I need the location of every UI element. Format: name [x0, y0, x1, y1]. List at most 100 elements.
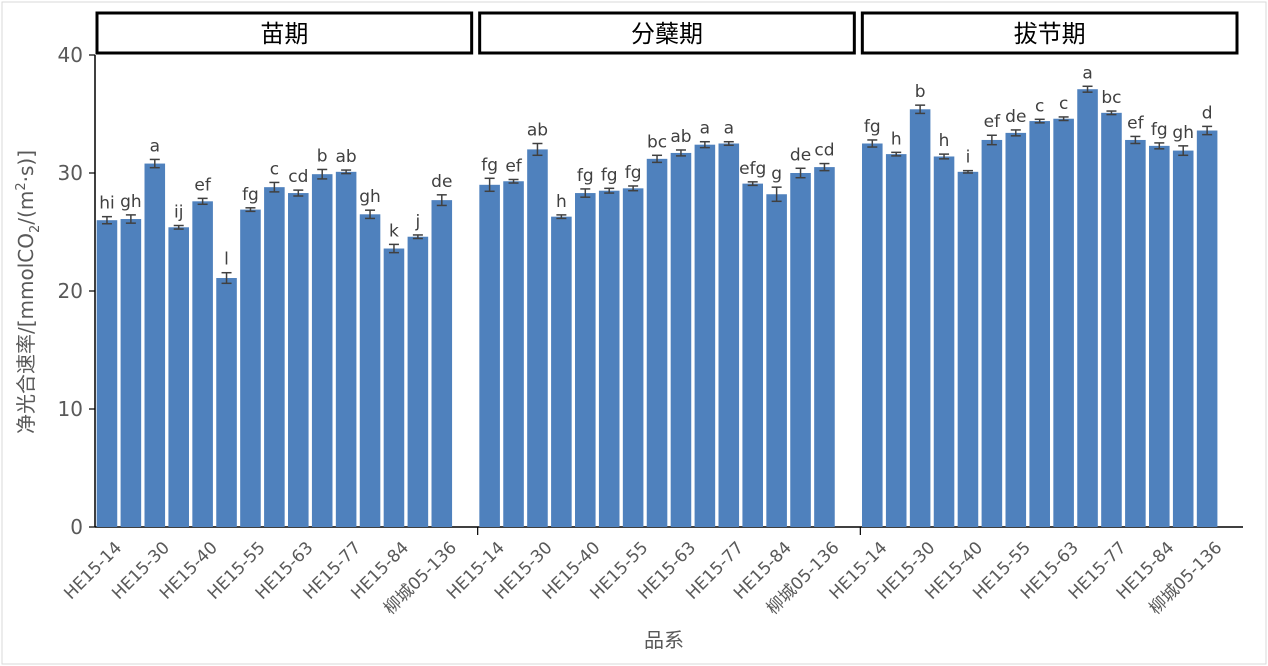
- significance-letter: bc: [647, 132, 667, 152]
- significance-letter: ab: [336, 147, 357, 167]
- bar: [933, 156, 955, 528]
- panel-title-box: [478, 11, 856, 55]
- significance-letter: fg: [242, 185, 259, 205]
- bar: [909, 109, 931, 527]
- significance-letter: fg: [577, 166, 594, 186]
- significance-letter: ef: [505, 156, 522, 176]
- panel-titles: 苗期 分蘖期 拔节期: [95, 11, 1239, 55]
- bar: [790, 173, 811, 527]
- y-tick-label: 40: [58, 43, 83, 67]
- significance-letter: a: [150, 136, 160, 156]
- significance-letter: ab: [527, 121, 548, 141]
- bars: [96, 89, 1218, 528]
- significance-letter: ab: [670, 127, 691, 147]
- bar: [670, 152, 692, 527]
- bar: [168, 227, 189, 527]
- bar: [383, 248, 405, 527]
- significance-letter: cd: [814, 141, 834, 161]
- bar: [742, 183, 763, 527]
- significance-letter: g: [771, 164, 782, 184]
- significance-letter: gh: [1172, 123, 1194, 143]
- significance-letter: de: [1005, 107, 1026, 127]
- y-axis-label-subscript: 2: [28, 225, 43, 233]
- significance-letter: fg: [1151, 120, 1168, 140]
- significance-letter: gh: [359, 187, 381, 207]
- bar: [407, 236, 429, 527]
- bar: [311, 174, 333, 527]
- bar: [503, 181, 524, 527]
- significance-letter: ef: [194, 175, 211, 195]
- bar: [288, 193, 309, 527]
- x-axis-label: 品系: [644, 628, 684, 652]
- y-axis-label: 净光合速率/[mmolCO2/(m2·s)]: [14, 150, 43, 434]
- panel-title: 苗期: [260, 20, 308, 48]
- bar: [120, 219, 142, 527]
- y-axis-label-part: /(m: [14, 191, 38, 225]
- bar: [1029, 121, 1050, 527]
- y-axis-label-superscript: 2: [14, 182, 29, 190]
- panel-title: 拔节期: [1014, 20, 1086, 48]
- significance-letter: a: [700, 119, 710, 139]
- bar: [240, 209, 261, 527]
- significance-letter: i: [966, 148, 971, 168]
- bar: [264, 187, 285, 527]
- significance-letter: h: [891, 129, 902, 149]
- bar: [814, 167, 835, 527]
- bar: [144, 163, 166, 527]
- significance-letter: b: [915, 82, 926, 102]
- y-axis: 0 10 20 30 40: [58, 43, 1243, 539]
- significance-letter: bc: [1101, 88, 1121, 108]
- bar: [575, 193, 596, 527]
- significance-letter: fg: [481, 155, 498, 175]
- significance-letter: c: [1035, 96, 1044, 116]
- bar: [96, 220, 118, 527]
- bar: [957, 171, 979, 527]
- bar: [1125, 139, 1146, 527]
- bar: [359, 214, 381, 528]
- significance-letter: c: [1059, 94, 1068, 114]
- bar: [335, 171, 357, 527]
- error-bars: [101, 85, 1213, 285]
- bar: [1005, 132, 1027, 527]
- y-tick-label: 30: [58, 161, 83, 185]
- significance-letter: efg: [739, 159, 766, 179]
- significance-letter: j: [415, 212, 421, 232]
- y-axis-label-part: 净光合速率/[mmolCO: [14, 233, 38, 434]
- significance-letter: a: [1082, 63, 1092, 83]
- y-tick-label: 20: [58, 279, 83, 303]
- bar: [622, 188, 644, 527]
- significance-letter: c: [270, 159, 279, 179]
- significance-letter: de: [790, 145, 811, 165]
- y-tick-label: 10: [58, 397, 83, 421]
- bar: [694, 144, 716, 527]
- bar: [1149, 145, 1170, 528]
- panel-title: 分蘖期: [631, 20, 703, 48]
- bar: [192, 201, 213, 527]
- significance-letter: ef: [1127, 113, 1144, 133]
- significance-letter: ef: [984, 112, 1001, 132]
- bar: [885, 154, 907, 527]
- significance-letter: gh: [120, 192, 142, 212]
- bar: [551, 216, 572, 527]
- bar: [766, 194, 787, 528]
- significance-letter: hi: [99, 194, 115, 214]
- bar: [981, 139, 1003, 527]
- y-axis-label-part: ·s)]: [14, 150, 38, 182]
- significance-letter: fg: [601, 165, 618, 185]
- significance-letter: h: [939, 131, 950, 151]
- bar: [1196, 130, 1218, 527]
- significance-letter: de: [431, 172, 452, 192]
- significance-letter: l: [224, 250, 229, 270]
- bar: [1101, 112, 1122, 527]
- significance-letter: fg: [625, 163, 642, 183]
- significance-letter: d: [1202, 103, 1213, 123]
- y-tick-label: 0: [70, 515, 83, 539]
- panel-title-box: [860, 11, 1239, 55]
- bar: [718, 143, 740, 527]
- bar: [1077, 89, 1098, 527]
- significance-letter: a: [724, 119, 734, 139]
- bar: [527, 149, 548, 527]
- bar: [216, 278, 237, 527]
